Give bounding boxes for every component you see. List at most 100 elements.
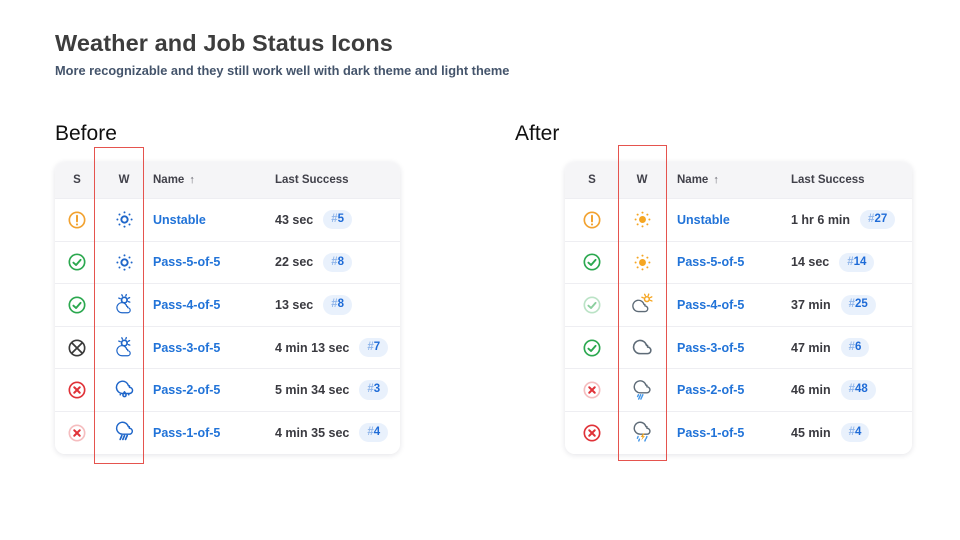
table-row: Pass-1-of-5 45 min #4 xyxy=(565,410,912,454)
status-success-icon xyxy=(68,253,86,271)
table-header-row: S W Name ↑ Last Success xyxy=(55,162,400,198)
duration-text: 43 sec xyxy=(275,212,314,227)
status-success-icon xyxy=(68,296,86,314)
last-success-cell: 13 sec #8 xyxy=(269,295,400,315)
last-success-cell: 45 min #4 xyxy=(781,423,912,443)
status-cell xyxy=(55,295,99,315)
job-name-link[interactable]: Unstable xyxy=(677,212,730,227)
duration-text: 5 min 34 sec xyxy=(275,383,350,398)
last-success-cell: 46 min #48 xyxy=(781,380,912,400)
build-number-badge[interactable]: #5 xyxy=(323,210,353,230)
build-number-text: 6 xyxy=(855,340,862,353)
hash-symbol: # xyxy=(331,213,338,226)
name-cell: Unstable xyxy=(149,213,269,227)
weather-cell xyxy=(99,336,149,359)
before-label: Before xyxy=(55,122,117,145)
weather-cloud-rain-blue-icon xyxy=(115,421,133,441)
job-name-link[interactable]: Unstable xyxy=(153,212,206,227)
build-number-badge[interactable]: #27 xyxy=(860,210,896,230)
name-cell: Pass-5-of-5 xyxy=(665,255,781,269)
jobs-table-before: S W Name ↑ Last Success Unstable 43 sec #5… xyxy=(55,162,400,454)
status-cell xyxy=(565,210,619,230)
duration-text: 4 min 13 sec xyxy=(275,340,350,355)
column-header-status[interactable]: S xyxy=(73,174,81,186)
column-header-last-success[interactable]: Last Success xyxy=(791,174,865,186)
name-cell: Pass-2-of-5 xyxy=(665,383,781,397)
page-subtitle: More recognizable and they still work we… xyxy=(55,63,510,78)
build-number-badge[interactable]: #14 xyxy=(839,252,875,273)
weather-cell xyxy=(619,379,665,402)
weather-cloud-sun-blue-icon xyxy=(115,294,131,314)
column-header-name-label: Name xyxy=(677,174,709,186)
build-number-badge[interactable]: #8 xyxy=(323,295,353,315)
job-name-link[interactable]: Pass-3-of-5 xyxy=(677,340,745,355)
duration-text: 45 min xyxy=(791,425,831,440)
weather-cloud-sun-blue-icon xyxy=(115,337,131,357)
column-header-last-success[interactable]: Last Success xyxy=(275,174,349,186)
build-number-badge[interactable]: #48 xyxy=(840,380,876,400)
status-cell xyxy=(565,252,619,272)
hash-symbol: # xyxy=(331,298,338,311)
job-name-link[interactable]: Pass-2-of-5 xyxy=(677,383,745,398)
last-success-cell: 4 min 35 sec #4 xyxy=(269,423,400,443)
column-header-status[interactable]: S xyxy=(588,174,596,186)
name-cell: Pass-5-of-5 xyxy=(149,255,269,269)
column-header-weather[interactable]: W xyxy=(636,174,648,186)
job-name-link[interactable]: Pass-1-of-5 xyxy=(153,425,221,440)
weather-sun-blue-icon xyxy=(115,254,133,271)
status-cell xyxy=(55,210,99,230)
name-cell: Pass-4-of-5 xyxy=(149,298,269,312)
hash-symbol: # xyxy=(848,383,856,396)
weather-sun-icon xyxy=(634,211,650,228)
after-label: After xyxy=(515,122,560,145)
name-cell: Pass-3-of-5 xyxy=(665,341,781,355)
column-header-name[interactable]: Name ↑ xyxy=(149,174,269,186)
weather-cloud-storm-icon xyxy=(633,421,651,442)
job-name-link[interactable]: Pass-2-of-5 xyxy=(153,383,221,398)
build-number-badge[interactable]: #6 xyxy=(840,337,870,358)
sort-ascending-icon: ↑ xyxy=(189,174,195,186)
table-header-row: S W Name ↑ Last Success xyxy=(565,162,912,198)
build-number-text: 4 xyxy=(373,426,381,439)
table-body: Unstable 43 sec #5 Pass-5-of-5 22 sec #8 Pass-… xyxy=(55,198,400,454)
status-cell xyxy=(55,380,99,400)
weather-cell xyxy=(99,251,149,274)
column-header-name[interactable]: Name ↑ xyxy=(665,174,781,186)
hash-symbol: # xyxy=(848,426,856,439)
duration-text: 47 min xyxy=(791,340,831,355)
table-row: Pass-2-of-5 46 min #48 xyxy=(565,368,912,411)
hash-symbol: # xyxy=(367,426,374,439)
job-name-link[interactable]: Pass-3-of-5 xyxy=(153,340,221,355)
weather-cell xyxy=(619,421,665,444)
build-number-badge[interactable]: #25 xyxy=(840,295,876,315)
table-row: Pass-4-of-5 13 sec #8 xyxy=(55,283,400,326)
weather-cell xyxy=(99,208,149,231)
table-row: Pass-5-of-5 14 sec #14 xyxy=(565,240,912,284)
build-number-badge[interactable]: #8 xyxy=(323,252,353,273)
hash-symbol: # xyxy=(848,340,856,353)
job-name-link[interactable]: Pass-1-of-5 xyxy=(677,425,745,440)
job-name-link[interactable]: Pass-4-of-5 xyxy=(153,297,221,312)
duration-text: 37 min xyxy=(791,297,831,312)
build-number-badge[interactable]: #4 xyxy=(840,423,870,443)
weather-cell xyxy=(619,293,665,316)
build-number-badge[interactable]: #3 xyxy=(359,380,389,400)
job-name-link[interactable]: Pass-5-of-5 xyxy=(153,255,221,270)
build-number-text: 5 xyxy=(337,213,345,226)
duration-text: 1 hr 6 min xyxy=(791,212,851,227)
build-number-badge[interactable]: #4 xyxy=(359,423,389,443)
hash-symbol: # xyxy=(847,255,854,268)
job-name-link[interactable]: Pass-4-of-5 xyxy=(677,297,745,312)
name-cell: Pass-2-of-5 xyxy=(149,383,269,397)
hash-symbol: # xyxy=(367,340,374,353)
column-header-weather[interactable]: W xyxy=(118,174,130,186)
name-cell: Pass-3-of-5 xyxy=(149,341,269,355)
build-number-text: 8 xyxy=(337,255,345,268)
build-number-text: 3 xyxy=(373,383,381,396)
last-success-cell: 14 sec #14 xyxy=(781,252,912,273)
job-name-link[interactable]: Pass-5-of-5 xyxy=(677,255,745,270)
status-failed-icon xyxy=(583,424,601,442)
status-failed-icon xyxy=(68,381,86,399)
build-number-badge[interactable]: #7 xyxy=(359,337,389,358)
status-cell xyxy=(565,423,619,443)
